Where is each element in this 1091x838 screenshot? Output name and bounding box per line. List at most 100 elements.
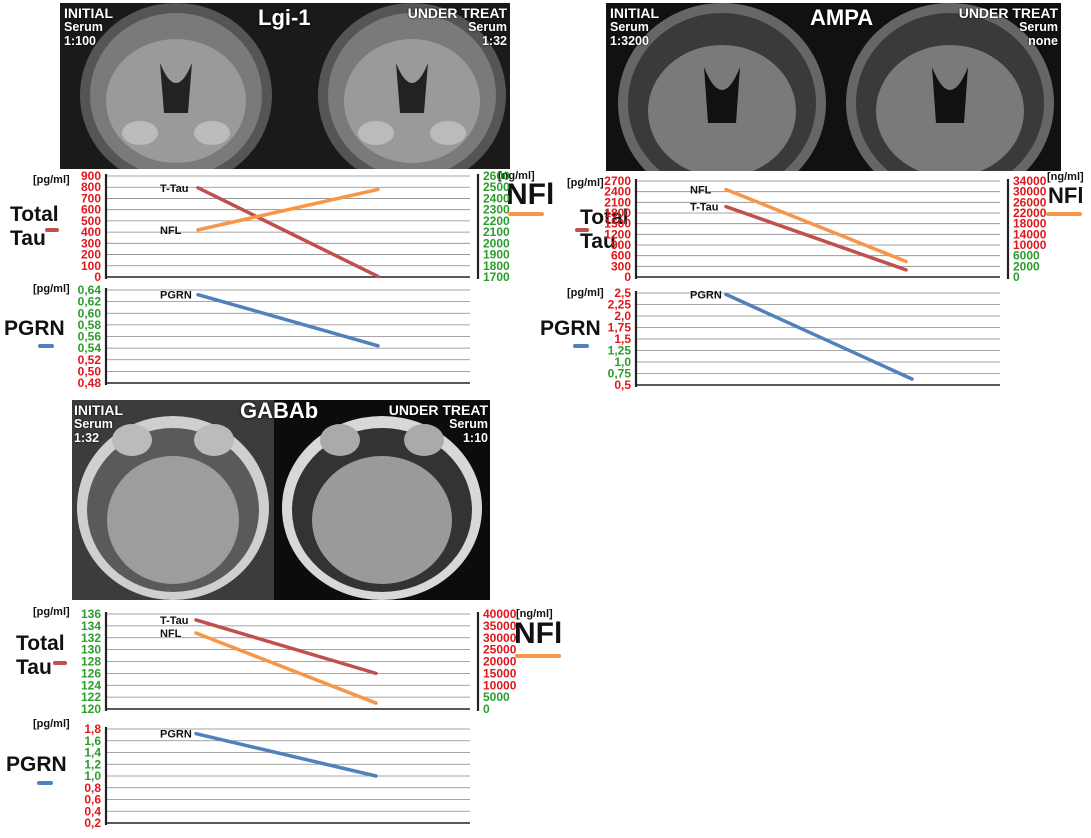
ampa_tau_nfl-left-tick-label: 1200 [604, 227, 631, 241]
gaba_tau_nfl-series-label-nfl: NFL [160, 628, 182, 640]
ampa-tau-unit: [pg/ml] [567, 177, 604, 189]
gaba_tau_nfl-left-tick-label: 120 [81, 702, 101, 716]
gaba_tau_nfl-right-tick-label: 5000 [483, 690, 510, 704]
ampa_tau_nfl-left-tick-label: 2400 [604, 185, 631, 199]
lgi_tau_nfl-left-tick-label: 900 [81, 169, 101, 183]
lgi_tau_nfl-series-nfl [196, 187, 380, 232]
ampa_tau_nfl-left-tick-label: 600 [611, 249, 631, 263]
ampa_tau_nfl-right-tick-label: 22000 [1013, 206, 1047, 220]
lgi_pgrn-left-tick-label: 0,54 [78, 341, 102, 355]
ampa_tau_nfl-series-nfl [724, 187, 908, 264]
ampa_pgrn-left-tick-label: 2,5 [614, 286, 631, 300]
lgi-tau-swatch [45, 228, 59, 232]
ampa-tau-swatch [575, 228, 589, 232]
gaba-nfl-unit: [ng/ml] [516, 608, 553, 620]
gaba_tau_nfl-series-nfl [194, 631, 378, 705]
ampa_tau_nfl-right-tick-label: 6000 [1013, 249, 1040, 263]
gaba_pgrn-left-tick-label: 0,6 [84, 793, 101, 807]
ampa_tau_nfl-right-tick-label: 30000 [1013, 185, 1047, 199]
gaba_pgrn-left-tick-label: 1,8 [84, 722, 101, 736]
lgi_tau_nfl-left-tick-label: 400 [81, 225, 101, 239]
gaba-treat-caption: UNDER TREAT Serum 1:10 [388, 402, 488, 445]
gaba-pgrn-swatch [37, 781, 53, 785]
lgi_tau_nfl-left-tick-label: 200 [81, 248, 101, 262]
lgi_tau_nfl-right-tick-label: 2400 [483, 191, 510, 205]
gaba-tau-label: Total Tau [16, 632, 65, 679]
ampa-mri-panel: INITIAL Serum 1:3200 AMPA UNDER TREAT Se… [606, 3, 1061, 171]
gaba_tau_nfl-left-tick-label: 126 [81, 666, 101, 680]
lgi-initial-caption: INITIAL Serum 1:100 [64, 5, 113, 48]
ampa-initial-caption: INITIAL Serum 1:3200 [610, 5, 659, 48]
lgi_tau_nfl-left-tick-label: 0 [94, 270, 101, 284]
lgi_tau_nfl-left-tick-label: 500 [81, 214, 101, 228]
lgi_tau_nfl-right-tick-label: 1900 [483, 248, 510, 262]
lgi_tau_nfl-series-ttau [196, 186, 380, 279]
gaba-initial-caption: INITIAL Serum 1:32 [74, 402, 123, 445]
ampa_tau_nfl-left-tick-label: 1500 [604, 217, 631, 231]
ampa_tau_nfl-left-tick-label: 2700 [604, 174, 631, 188]
ampa_pgrn-left-tick-label: 1,5 [614, 332, 631, 346]
lgi-nfl-label: NFl [506, 178, 555, 211]
ampa-pgrn-unit: [pg/ml] [567, 287, 604, 299]
gaba_tau_nfl-right-tick-label: 20000 [483, 655, 517, 669]
ampa-pgrn-swatch [573, 344, 589, 348]
ampa_pgrn-series-label-pgrn: PGRN [690, 289, 722, 301]
gaba_pgrn-left-tick-label: 1,0 [84, 769, 101, 783]
lgi_tau_nfl-right-tick-label: 2600 [483, 169, 510, 183]
gaba-nfl-swatch [515, 654, 561, 658]
gaba_tau_nfl-left-tick-label: 122 [81, 690, 101, 704]
lgi-pgrn-label: PGRN [4, 317, 65, 340]
lgi-nfl-swatch [508, 212, 544, 216]
lgi_pgrn-left-tick-label: 0,64 [78, 283, 102, 297]
lgi-nfl-unit: [ng/ml] [498, 170, 535, 182]
gaba_tau_nfl-left-tick-label: 124 [81, 678, 101, 692]
gaba-pgrn-unit: [pg/ml] [33, 718, 70, 730]
gaba_tau_nfl-right-tick-label: 30000 [483, 631, 517, 645]
ampa_tau_nfl-left-tick-label: 1800 [604, 206, 631, 220]
lgi_tau_nfl-left-tick-label: 800 [81, 180, 101, 194]
gaba_tau_nfl-right-tick-label: 0 [483, 702, 490, 716]
lgi_pgrn-left-tick-label: 0,52 [78, 353, 102, 367]
ampa_pgrn-series-pgrn [724, 292, 914, 381]
ampa-pgrn-label: PGRN [540, 317, 601, 340]
lgi_tau_nfl-right-tick-label: 2300 [483, 203, 510, 217]
lgi-tau-unit: [pg/ml] [33, 174, 70, 186]
ampa_tau_nfl-right-tick-label: 26000 [1013, 195, 1047, 209]
gaba-title: GABAb [240, 400, 319, 423]
ampa-nfl-unit: [ng/ml] [1047, 171, 1084, 183]
lgi_tau_nfl-series-label-nfl: NFL [160, 225, 182, 237]
ampa_tau_nfl-right-tick-label: 10000 [1013, 238, 1047, 252]
gaba-brain-scans [72, 400, 490, 600]
gaba-nfl-label: NFl [514, 617, 563, 650]
lgi-tau-label: Total Tau [10, 203, 59, 250]
gaba_pgrn-left-tick-label: 1,6 [84, 734, 101, 748]
ampa_tau_nfl-left-tick-label: 0 [624, 270, 631, 284]
gaba_tau_nfl-right-tick-label: 10000 [483, 678, 517, 692]
gaba-mri-panel: INITIAL Serum 1:32 GABAb UNDER TREAT Ser… [72, 400, 490, 600]
ampa_tau_nfl-series-ttau [724, 204, 908, 272]
gaba_tau_nfl-left-tick-label: 128 [81, 655, 101, 669]
ampa_tau_nfl-series-label-ttau: T-Tau [690, 202, 719, 214]
lgi_tau_nfl-right-tick-label: 2500 [483, 180, 510, 194]
gaba_pgrn-series-label-pgrn: PGRN [160, 729, 192, 741]
lgi-pgrn-unit: [pg/ml] [33, 283, 70, 295]
gaba-pgrn-label: PGRN [6, 753, 67, 776]
lgi_tau_nfl-left-tick-label: 100 [81, 259, 101, 273]
lgi-mri-panel: INITIAL Serum 1:100 Lgi-1 UNDER TREAT Se… [60, 3, 510, 169]
ampa_tau_nfl-left-tick-label: 2100 [604, 195, 631, 209]
lgi_tau_nfl-right-tick-label: 2100 [483, 225, 510, 239]
lgi-pgrn-swatch [38, 344, 54, 348]
gaba_tau_nfl-left-tick-label: 130 [81, 643, 101, 657]
lgi_pgrn-left-tick-label: 0,62 [78, 295, 102, 309]
lgi_pgrn-left-tick-label: 0,58 [78, 318, 102, 332]
ampa_pgrn-left-tick-label: 1,75 [608, 321, 632, 335]
lgi_tau_nfl-left-tick-label: 300 [81, 236, 101, 250]
gaba_tau_nfl-left-tick-label: 136 [81, 607, 101, 621]
ampa-nfl-swatch [1046, 212, 1082, 216]
gaba_tau_nfl-left-tick-label: 134 [81, 619, 101, 633]
lgi_pgrn-left-tick-label: 0,60 [78, 306, 102, 320]
ampa-nfl-label: NFl [1048, 183, 1084, 208]
lgi-title: Lgi-1 [258, 5, 311, 30]
lgi_tau_nfl-left-tick-label: 600 [81, 203, 101, 217]
